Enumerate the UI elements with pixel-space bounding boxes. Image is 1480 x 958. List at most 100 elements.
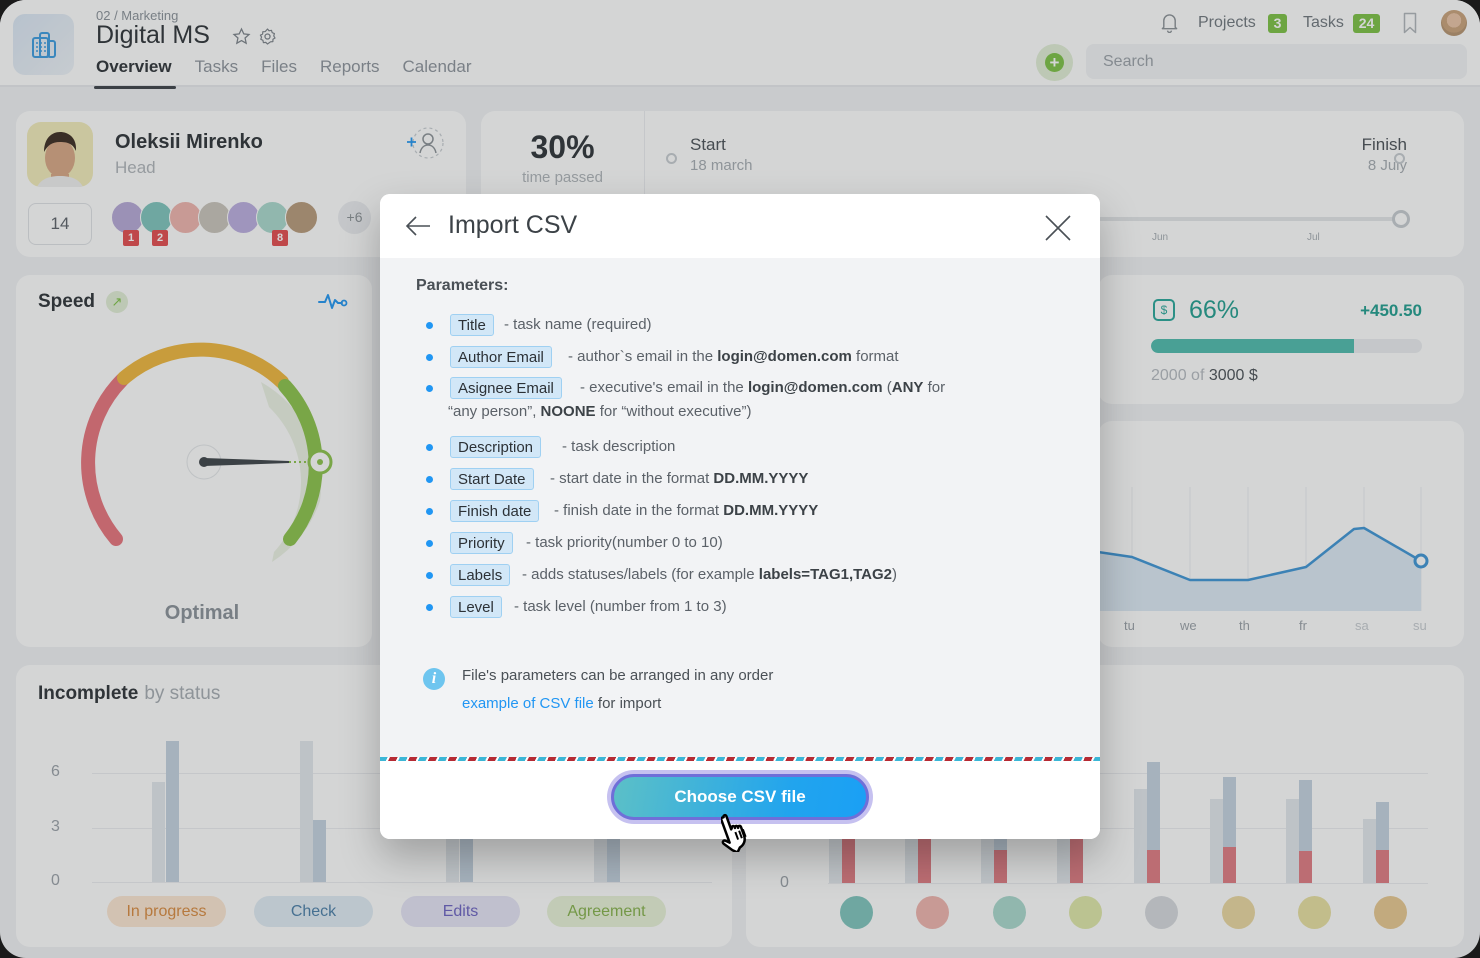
param-chip-priority: Priority bbox=[450, 532, 513, 554]
chart-bar bbox=[152, 782, 165, 882]
bell-icon[interactable] bbox=[1160, 12, 1179, 33]
member-avatar[interactable] bbox=[840, 896, 873, 929]
tab-overview[interactable]: Overview bbox=[94, 57, 176, 89]
activity-chart-card: tu we th fr sa su bbox=[1098, 421, 1464, 647]
profile-card: Oleksii Mirenko Head 14 1 2 8 +6 bbox=[16, 111, 466, 257]
bookmark-icon[interactable] bbox=[1403, 12, 1417, 34]
day-label: th bbox=[1239, 618, 1250, 633]
member-avatar[interactable] bbox=[1298, 896, 1331, 929]
day-label: su bbox=[1413, 618, 1427, 633]
profile-role: Head bbox=[115, 158, 156, 177]
time-passed-label: time passed bbox=[522, 169, 603, 186]
speed-title: Speed bbox=[38, 291, 96, 312]
hand-pointer-cursor-icon bbox=[721, 813, 747, 852]
tab-tasks[interactable]: Tasks bbox=[194, 57, 239, 76]
team-avatar[interactable] bbox=[285, 201, 318, 234]
projects-link[interactable]: Projects bbox=[1198, 14, 1256, 31]
pulse-icon[interactable] bbox=[318, 291, 348, 311]
param-chip-description: Description bbox=[450, 436, 542, 458]
chart-bar bbox=[1223, 777, 1236, 847]
projects-count-badge: 3 bbox=[1268, 14, 1287, 33]
import-csv-modal: Import CSV Parameters: Title - task name… bbox=[380, 194, 1100, 839]
start-label: Start bbox=[690, 135, 726, 154]
tab-reports[interactable]: Reports bbox=[319, 57, 380, 76]
param-chip-title: Title bbox=[450, 314, 494, 336]
start-marker bbox=[666, 153, 677, 164]
close-icon[interactable] bbox=[1044, 214, 1072, 242]
modal-footer: Choose CSV file bbox=[380, 761, 1100, 839]
budget-amount: 2000 of 3000 $ bbox=[1151, 367, 1258, 384]
y-axis-tick: 3 bbox=[51, 818, 60, 835]
chart-bar bbox=[1299, 780, 1312, 851]
param-chip-start-date: Start Date bbox=[450, 468, 534, 490]
budget-card: $ 66% +450.50 2000 of 3000 $ bbox=[1098, 275, 1464, 404]
search-input[interactable] bbox=[1086, 44, 1467, 79]
finish-label: Finish bbox=[1361, 135, 1407, 154]
info-icon: i bbox=[423, 668, 445, 690]
page-title: Digital MS bbox=[96, 21, 210, 49]
param-chip-assignee-email: Asignee Email bbox=[450, 377, 562, 399]
chart-bar bbox=[300, 741, 313, 882]
modal-header: Import CSV bbox=[380, 194, 1100, 258]
dollar-icon: $ bbox=[1153, 299, 1175, 321]
y-axis-tick: 6 bbox=[51, 763, 60, 780]
tab-bar: Overview Tasks Files Reports Calendar bbox=[94, 57, 495, 89]
airmail-divider bbox=[380, 757, 1100, 761]
chart-bar bbox=[1147, 762, 1160, 850]
tab-calendar[interactable]: Calendar bbox=[402, 57, 472, 76]
tab-files[interactable]: Files bbox=[261, 57, 297, 76]
team-avatar[interactable] bbox=[227, 201, 260, 234]
param-chip-level: Level bbox=[450, 596, 502, 618]
member-avatar[interactable] bbox=[1374, 896, 1407, 929]
member-avatar[interactable] bbox=[916, 896, 949, 929]
tasks-link[interactable]: Tasks bbox=[1303, 14, 1344, 31]
choose-csv-button-label: Choose CSV file bbox=[611, 774, 869, 820]
tasks-count-badge: 24 bbox=[1353, 14, 1380, 33]
bullet bbox=[426, 322, 433, 329]
more-members-button[interactable]: +6 bbox=[338, 201, 371, 234]
star-icon[interactable] bbox=[232, 27, 251, 46]
start-date: 18 march bbox=[690, 157, 753, 174]
timeline-end-handle[interactable] bbox=[1392, 210, 1410, 228]
choose-csv-button[interactable]: Choose CSV file bbox=[607, 770, 873, 824]
project-logo[interactable] bbox=[13, 14, 74, 75]
day-label: fr bbox=[1299, 618, 1307, 633]
gear-icon[interactable] bbox=[258, 27, 277, 46]
y-axis-tick: 0 bbox=[51, 872, 60, 889]
add-member-icon[interactable] bbox=[404, 125, 444, 161]
team-avatar[interactable] bbox=[140, 201, 173, 234]
notification-badge: 8 bbox=[272, 230, 288, 246]
add-button[interactable] bbox=[1036, 44, 1073, 81]
back-arrow-icon[interactable] bbox=[404, 212, 432, 240]
member-avatar[interactable] bbox=[993, 896, 1026, 929]
breadcrumb[interactable]: 02 / Marketing bbox=[96, 8, 179, 23]
speed-card: Speed ↗ Optimal bbox=[16, 275, 372, 647]
profile-name: Oleksii Mirenko bbox=[115, 131, 263, 153]
budget-progress-fill bbox=[1151, 339, 1355, 353]
divider bbox=[644, 111, 645, 257]
member-avatar[interactable] bbox=[1069, 896, 1102, 929]
modal-body: Parameters: Title - task name (required)… bbox=[380, 258, 1100, 757]
status-pill-in-progress[interactable]: In progress bbox=[107, 896, 226, 927]
param-chip-author-email: Author Email bbox=[450, 346, 552, 368]
order-note: File's parameters can be arranged in any… bbox=[462, 667, 774, 684]
status-pill-agreement[interactable]: Agreement bbox=[547, 896, 666, 927]
budget-percent: 66% bbox=[1189, 296, 1240, 324]
finish-marker bbox=[1394, 153, 1405, 164]
day-label: tu bbox=[1124, 618, 1135, 633]
user-avatar[interactable] bbox=[1441, 10, 1467, 36]
incomplete-title: Incomplete by status bbox=[38, 683, 221, 704]
example-csv-link[interactable]: example of CSV file bbox=[462, 695, 594, 712]
member-avatar[interactable] bbox=[1222, 896, 1255, 929]
status-pill-check[interactable]: Check bbox=[254, 896, 373, 927]
month-label: Jun bbox=[1152, 232, 1169, 243]
activity-line-chart bbox=[1098, 487, 1429, 611]
status-pill-edits[interactable]: Edits bbox=[401, 896, 520, 927]
member-avatar[interactable] bbox=[1145, 896, 1178, 929]
budget-delta: +450.50 bbox=[1360, 301, 1422, 320]
chart-bar bbox=[460, 837, 473, 882]
day-label: sa bbox=[1355, 618, 1369, 633]
speed-gauge bbox=[81, 342, 333, 562]
top-header: 02 / Marketing Digital MS Overview Tasks… bbox=[0, 0, 1480, 89]
